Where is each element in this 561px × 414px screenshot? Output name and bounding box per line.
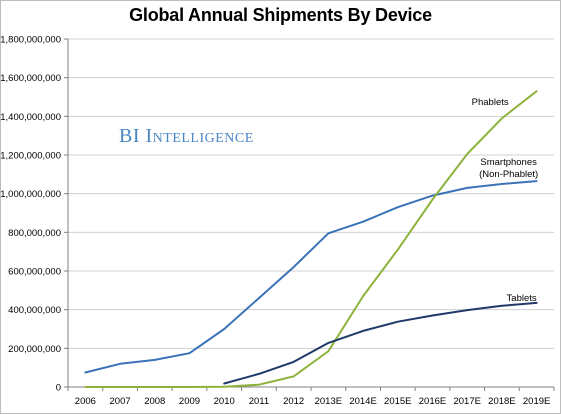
series-label-line: Tablets xyxy=(507,293,537,304)
x-tick-label: 2009 xyxy=(179,396,200,407)
y-tick-label: 1,200,000,000 xyxy=(1,151,61,162)
series-label: Tablets xyxy=(507,293,537,304)
y-tick-label: 800,000,000 xyxy=(8,228,61,239)
x-tick-label: 2008 xyxy=(144,396,165,407)
x-tick-label: 2012 xyxy=(283,396,304,407)
y-tick-label: 600,000,000 xyxy=(8,267,61,278)
x-tick-label: 2014E xyxy=(349,396,376,407)
x-tick-label: 2006 xyxy=(75,396,96,407)
y-tick-label: 200,000,000 xyxy=(8,344,61,355)
x-tick-label: 2015E xyxy=(384,396,411,407)
series-label-line: Smartphones xyxy=(480,157,537,168)
y-tick-label: 1,600,000,000 xyxy=(1,73,61,84)
x-tick-label: 2019E xyxy=(523,396,550,407)
series-lines xyxy=(84,90,538,388)
x-tick-label: 2011 xyxy=(249,396,269,407)
x-tick-label: 2017E xyxy=(453,396,480,407)
y-tick-label: 1,800,000,000 xyxy=(1,35,61,46)
bi-intelligence-watermark: BI Intelligence xyxy=(119,125,254,147)
axes xyxy=(64,38,555,391)
series-label: Smartphones (Non-Phablet) xyxy=(479,157,538,180)
series-labels: Smartphones (Non-Phablet) Phablets Tablets xyxy=(472,97,539,304)
x-tick-label: 2007 xyxy=(110,396,131,407)
x-tick-label: 2016E xyxy=(419,396,446,407)
x-axis-tick-labels: 2006 2007 2008 2009 2010 2011 2012 2013E 2014E 20… xyxy=(75,396,551,407)
y-axis-tick-labels: 0 200,000,000 400,000,000 600,000,000 800,00… xyxy=(1,35,61,394)
x-tick-label: 2013E xyxy=(315,396,342,407)
y-tick-label: 1,400,000,000 xyxy=(1,112,61,123)
series-label-line: Phablets xyxy=(472,97,509,108)
series-line xyxy=(84,90,538,388)
gridlines xyxy=(68,38,554,349)
y-tick-label: 0 xyxy=(56,383,61,394)
y-tick-label: 400,000,000 xyxy=(8,305,61,316)
x-tick-label: 2010 xyxy=(214,396,235,407)
series-line xyxy=(223,301,538,385)
series-line xyxy=(84,180,538,374)
y-tick-label: 1,000,000,000 xyxy=(1,189,61,200)
chart-title: Global Annual Shipments By Device xyxy=(129,5,432,25)
series-label-line: (Non-Phablet) xyxy=(479,169,538,180)
series-label: Phablets xyxy=(472,97,509,108)
x-tick-label: 2018E xyxy=(488,396,515,407)
